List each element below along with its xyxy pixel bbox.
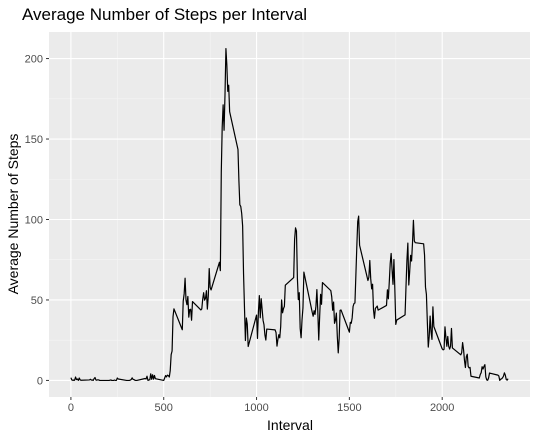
y-tick-label: 0 bbox=[37, 375, 43, 387]
x-tick-label: 1500 bbox=[337, 402, 361, 414]
y-tick-label: 200 bbox=[25, 54, 43, 66]
x-tick-label: 0 bbox=[68, 402, 74, 414]
chart-title: Average Number of Steps per Interval bbox=[22, 5, 307, 24]
y-axis-title: Average Number of Steps bbox=[5, 134, 21, 295]
x-tick-label: 2000 bbox=[430, 402, 454, 414]
x-axis-title: Interval bbox=[267, 417, 313, 433]
y-tick-label: 100 bbox=[25, 214, 43, 226]
plot-panel bbox=[49, 32, 530, 397]
x-tick-label: 1000 bbox=[244, 402, 268, 414]
y-tick-label: 50 bbox=[31, 295, 43, 307]
data-line bbox=[70, 47, 509, 382]
y-tick-label: 150 bbox=[25, 134, 43, 146]
x-tick-label: 500 bbox=[155, 402, 173, 414]
